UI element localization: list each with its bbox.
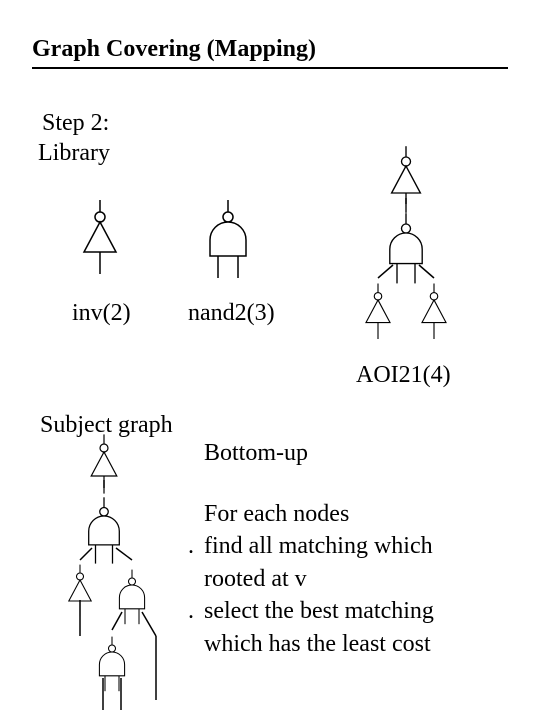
diagram-stage (0, 0, 540, 720)
sg-edge-3 (116, 548, 132, 560)
sg-nand-r (119, 570, 144, 625)
sg-edge-5 (142, 612, 156, 636)
aoi-edge-3 (419, 265, 434, 278)
sg-edge-2 (80, 548, 92, 560)
aoi-nand (390, 213, 422, 283)
lib-nand (210, 200, 246, 278)
aoi-inv-right (422, 284, 446, 340)
aoi-inv-left (366, 284, 390, 340)
lib-inv (84, 200, 116, 274)
subject-graph-diagram (69, 434, 156, 710)
library-diagram (84, 146, 446, 339)
sg-nand-mid (89, 497, 120, 563)
aoi-edge-2 (378, 265, 393, 278)
sg-edge-4 (112, 612, 122, 630)
